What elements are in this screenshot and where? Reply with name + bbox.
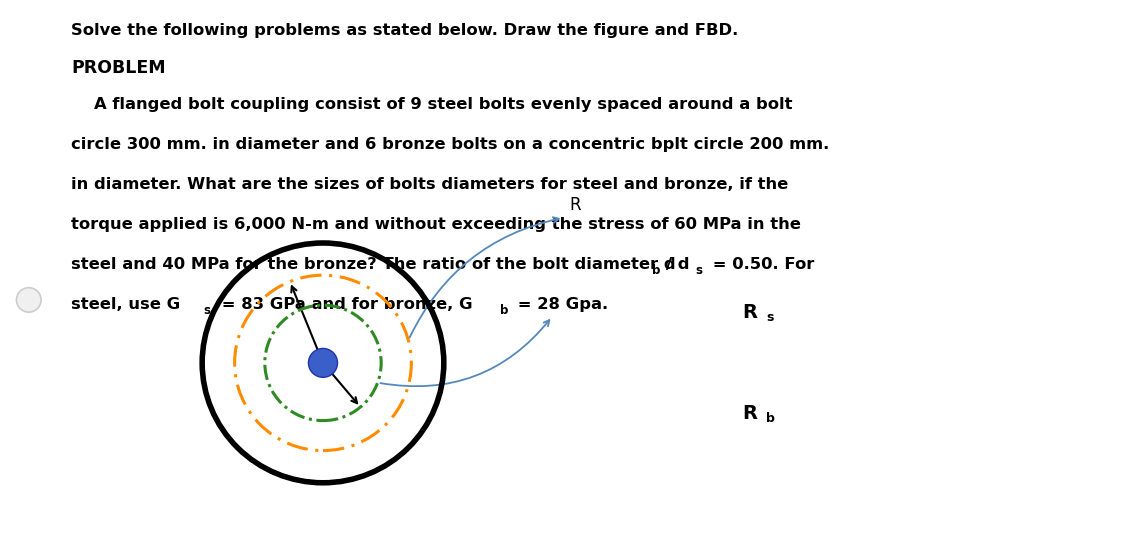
Text: R: R [743, 302, 757, 321]
Text: b: b [499, 304, 508, 317]
Text: b: b [653, 264, 660, 277]
Text: circle 300 mm. in diameter and 6 bronze bolts on a concentric bplt circle 200 mm: circle 300 mm. in diameter and 6 bronze … [71, 137, 829, 152]
Text: R: R [743, 404, 757, 423]
Text: = 83 GPa and for bronze, G: = 83 GPa and for bronze, G [215, 297, 472, 312]
Text: PROBLEM: PROBLEM [71, 59, 166, 77]
Text: s: s [203, 304, 211, 317]
Text: in diameter. What are the sizes of bolts diameters for steel and bronze, if the: in diameter. What are the sizes of bolts… [71, 177, 789, 192]
Text: s: s [695, 264, 702, 277]
Text: steel and 40 MPa for the bronze? The ratio of the bolt diameter d: steel and 40 MPa for the bronze? The rat… [71, 257, 676, 272]
Ellipse shape [17, 287, 41, 312]
Text: R: R [569, 196, 580, 214]
Text: / d: / d [666, 257, 690, 272]
Text: ◄: ◄ [25, 291, 30, 301]
Text: A flanged bolt coupling consist of 9 steel bolts evenly spaced around a bolt: A flanged bolt coupling consist of 9 ste… [71, 97, 792, 112]
Text: s: s [766, 311, 773, 324]
Text: Solve the following problems as stated below. Draw the figure and FBD.: Solve the following problems as stated b… [71, 23, 738, 38]
Ellipse shape [309, 349, 337, 378]
Text: torque applied is 6,000 N-m and without exceeding the stress of 60 MPa in the: torque applied is 6,000 N-m and without … [71, 217, 801, 232]
Text: b: b [766, 412, 775, 425]
Text: = 0.50. For: = 0.50. For [708, 257, 815, 272]
Text: = 28 Gpa.: = 28 Gpa. [512, 297, 609, 312]
Text: steel, use G: steel, use G [71, 297, 180, 312]
